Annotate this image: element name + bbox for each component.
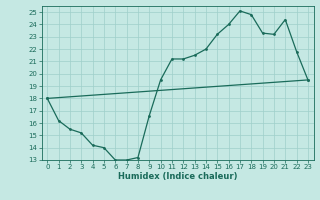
X-axis label: Humidex (Indice chaleur): Humidex (Indice chaleur): [118, 172, 237, 181]
